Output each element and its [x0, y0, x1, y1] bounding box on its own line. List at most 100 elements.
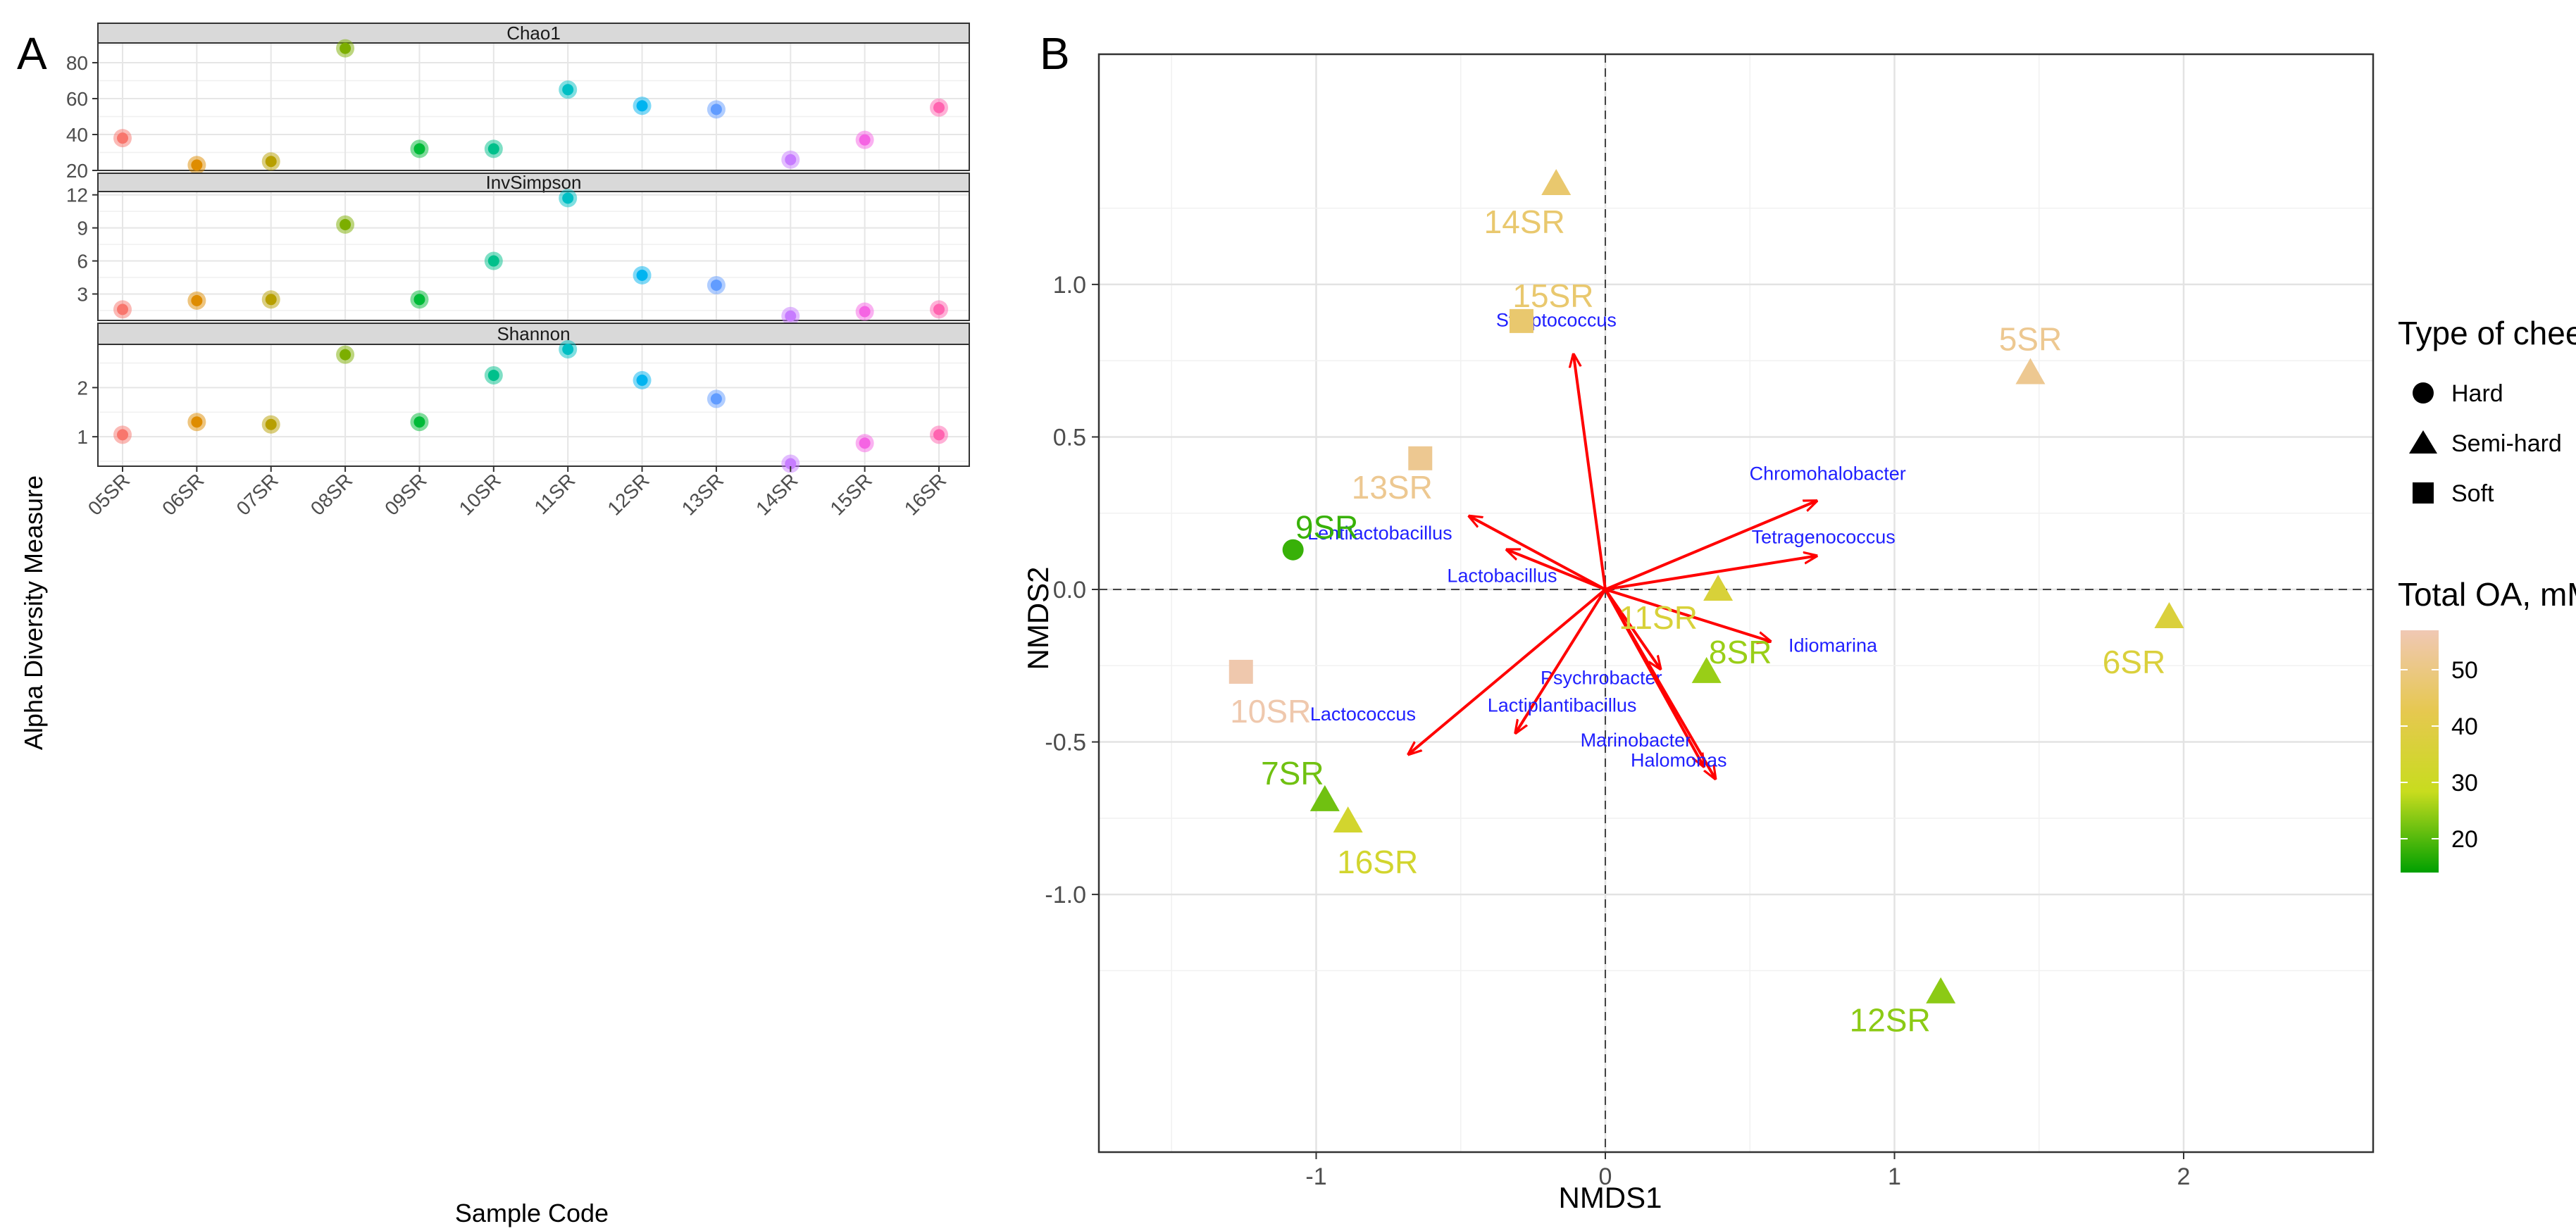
- sample-point-12sr: [1926, 977, 1956, 1004]
- panel-a-faceted-scatter: Chao120406080InvSimpson36912Shannon1205S…: [66, 23, 970, 520]
- vector-arrow-lentilactobacillus: [1469, 516, 1606, 591]
- x-tick-label: 07SR: [232, 469, 282, 519]
- sample-label-13sr: 13SR: [1352, 469, 1433, 506]
- y-tick-label: 40: [66, 124, 88, 146]
- facet-chao1: Chao1 20 40 60 80: [66, 23, 970, 182]
- vector-label-idiomarina: Idiomarina: [1788, 635, 1878, 656]
- x-tick-label: -1: [1305, 1163, 1326, 1190]
- data-point-13sr: [710, 393, 722, 405]
- facet-strip: [97, 23, 970, 44]
- legend-soft-square-icon: [2413, 482, 2434, 504]
- data-point-07sr: [265, 418, 277, 430]
- data-point-16sr: [933, 304, 945, 315]
- sample-label-12sr: 12SR: [1850, 1002, 1931, 1039]
- legend: Type of cheese Hard Semi-hard Soft Total…: [2398, 315, 2576, 873]
- panel-b-y-axis-title: NMDS2: [1021, 566, 1054, 670]
- data-point-08sr: [340, 218, 351, 230]
- data-point-09sr: [413, 143, 425, 155]
- y-tick-label: 60: [66, 88, 88, 110]
- data-point-08sr: [340, 349, 351, 361]
- legend-entry-soft: Soft: [2451, 480, 2494, 507]
- data-point-05sr: [117, 304, 128, 315]
- data-point-12sr: [636, 374, 648, 386]
- y-tick-label: 9: [77, 218, 88, 239]
- data-point-15sr: [859, 134, 871, 146]
- legend-colorbar: 20 30 40 50: [2401, 630, 2478, 873]
- facet-panel-border: [97, 191, 970, 321]
- sample-point-14sr: [1541, 168, 1572, 195]
- sample-point-16sr: [1333, 806, 1363, 833]
- vector-label-tetragenococcus: Tetragenococcus: [1752, 526, 1896, 547]
- data-point-15sr: [859, 437, 871, 449]
- data-point-10sr: [487, 369, 499, 381]
- y-tick-label: 0.5: [1053, 424, 1086, 451]
- sample-label-10sr: 10SR: [1230, 693, 1311, 730]
- x-tick-label: 16SR: [900, 469, 950, 519]
- vector-arrow-idiomarina: [1605, 588, 1770, 642]
- panel-b-letter: B: [1040, 28, 1070, 79]
- panel-b-nmds-biplot: -1 0 1 2 -1.0 -0.5 0.0 0.5 1.0 StreptococcusChrom…: [1045, 53, 2375, 1190]
- legend-semi-hard-triangle-icon: [2409, 430, 2437, 454]
- sample-label-16sr: 16SR: [1337, 844, 1418, 880]
- sample-label-11sr: 11SR: [1619, 599, 1698, 636]
- data-point-14sr: [785, 310, 797, 322]
- sample-label-14sr: 14SR: [1484, 204, 1565, 240]
- data-point-12sr: [636, 100, 648, 112]
- y-tick-label: 0.0: [1053, 577, 1086, 604]
- sample-label-5sr: 5SR: [1999, 320, 2062, 357]
- x-tick-label: 12SR: [603, 469, 653, 519]
- x-tick-label: 0: [1599, 1163, 1612, 1190]
- y-tick-label: 1.0: [1053, 272, 1086, 299]
- colorbar-gradient-bar: [2401, 630, 2439, 873]
- facet-strip-label: Shannon: [497, 323, 570, 344]
- sample-point-7sr: [1309, 785, 1340, 811]
- vector-label-psychrobacter: Psychrobacter: [1541, 668, 1662, 689]
- sample-point-11sr: [1703, 575, 1734, 601]
- vector-arrow-lactobacillus: [1507, 550, 1606, 591]
- vector-arrow-halomonas: [1604, 588, 1715, 779]
- facet-panel-border: [97, 344, 970, 467]
- species-vectors: StreptococcusChromohalobacterTetragenoco…: [1307, 310, 1906, 779]
- sample-point-5sr: [2015, 358, 2046, 385]
- vector-label-marinobacter: Marinobacter: [1581, 730, 1692, 751]
- data-point-08sr: [340, 42, 351, 54]
- y-tick-label: -1.0: [1045, 882, 1086, 908]
- sample-points: 5SR 6SR 7SR 8SR 9SR 10SR 11SR 12SR 13SR 14SR 15SR 1…: [1228, 168, 2184, 1039]
- sample-label-7sr: 7SR: [1261, 755, 1324, 792]
- colorbar-tick-label: 40: [2451, 713, 2478, 740]
- sample-label-9sr: 9SR: [1295, 509, 1358, 546]
- data-point-09sr: [413, 416, 425, 428]
- sample-label-15sr: 15SR: [1512, 277, 1593, 314]
- x-tick-label: 1: [1888, 1163, 1901, 1190]
- panel-b-x-axis-title: NMDS1: [1558, 1181, 1662, 1214]
- data-point-12sr: [636, 269, 648, 281]
- y-tick-label: 20: [66, 160, 88, 182]
- x-tick-label: 10SR: [455, 469, 505, 519]
- sample-point-15sr: [1509, 308, 1533, 333]
- sample-point-9sr: [1282, 539, 1304, 561]
- y-tick-label: 3: [77, 283, 88, 305]
- vector-label-chromohalobacter: Chromohalobacter: [1750, 463, 1906, 484]
- sample-label-8sr: 8SR: [1709, 634, 1772, 670]
- facet-shannon: Shannon 1 2: [77, 323, 970, 473]
- x-tick-label: 11SR: [530, 469, 579, 518]
- x-tick-label: 08SR: [306, 469, 356, 519]
- legend-entry-semi-hard: Semi-hard: [2451, 430, 2562, 457]
- data-point-11sr: [562, 84, 574, 96]
- legend-entry-hard: Hard: [2451, 380, 2503, 407]
- vector-label-lactobacillus: Lactobacillus: [1447, 565, 1557, 587]
- plot-border: [1097, 53, 2375, 1154]
- sample-label-6sr: 6SR: [2103, 644, 2165, 680]
- x-tick-label: 09SR: [380, 469, 430, 519]
- facet-strip-label: Chao1: [506, 23, 561, 44]
- x-tick-label: 13SR: [678, 469, 728, 519]
- data-point-14sr: [785, 458, 797, 470]
- vector-arrow-lactococcus: [1409, 588, 1607, 754]
- data-point-13sr: [710, 104, 722, 115]
- data-point-10sr: [487, 255, 499, 267]
- y-tick-label: 2: [77, 377, 88, 399]
- sample-point-6sr: [2154, 601, 2184, 628]
- data-point-07sr: [265, 156, 277, 168]
